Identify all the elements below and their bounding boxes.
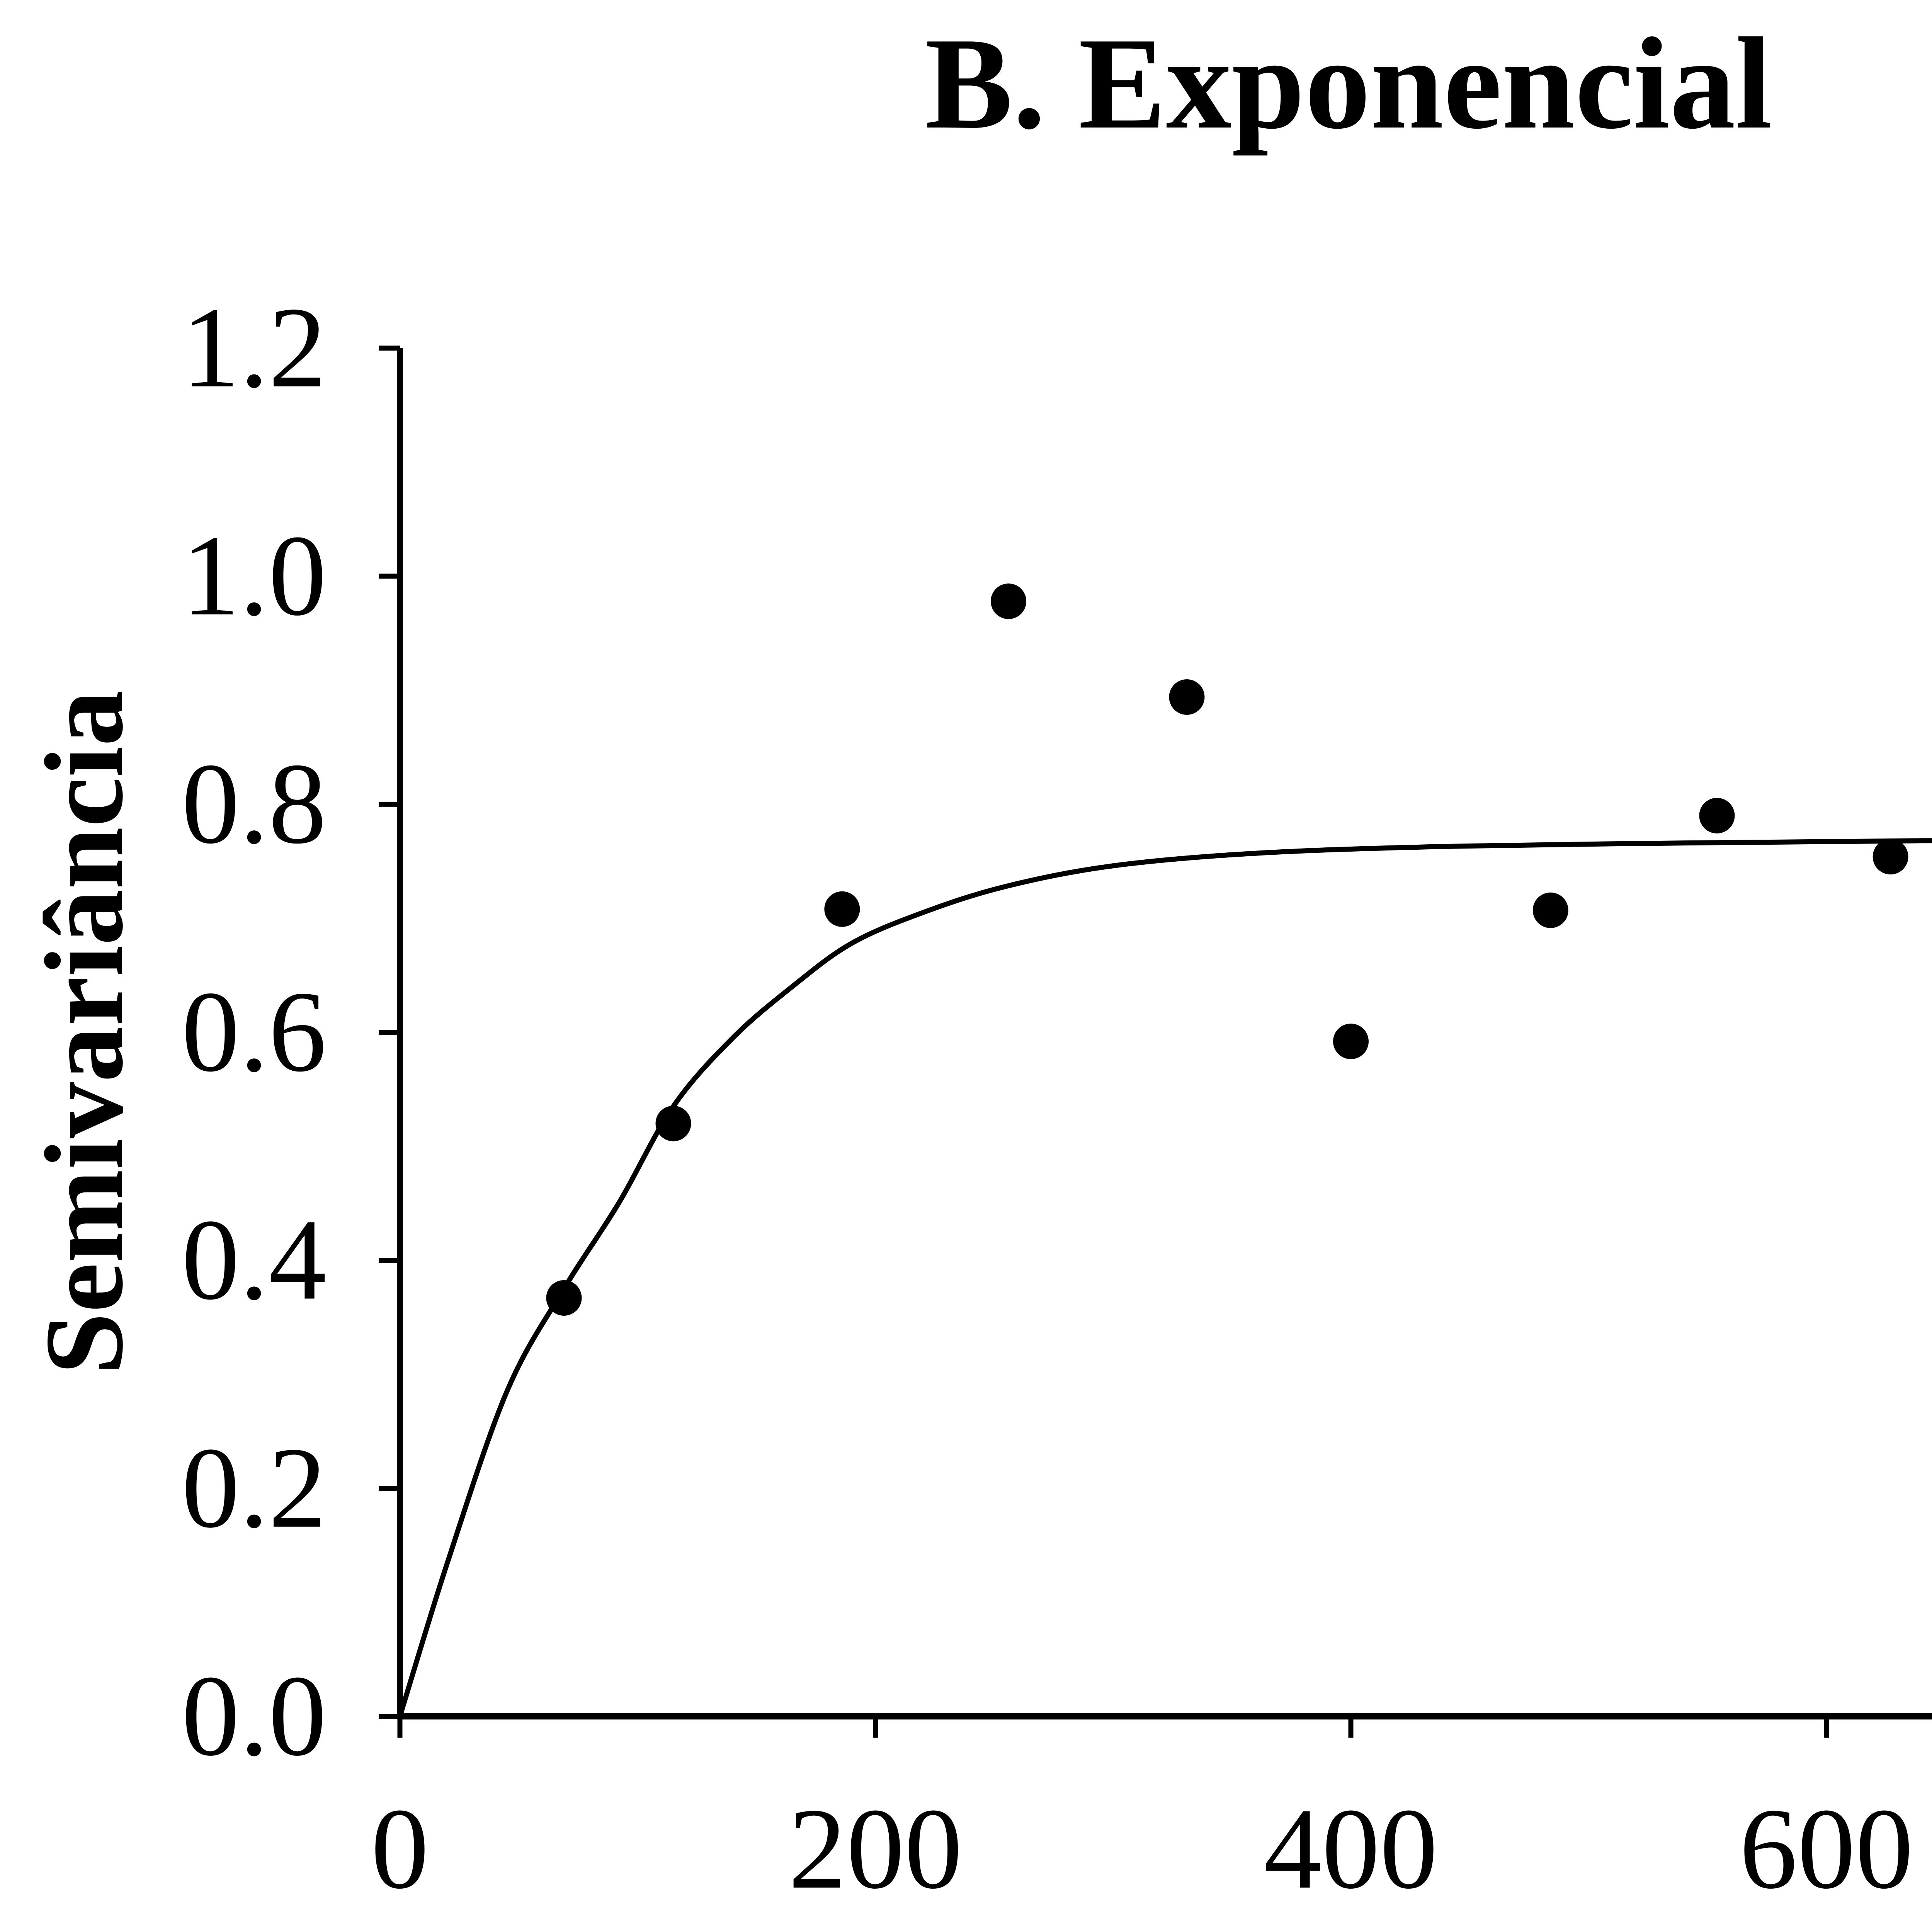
data-point xyxy=(1699,798,1735,833)
data-points xyxy=(546,583,1908,1316)
x-tick-label: 0 xyxy=(371,1784,429,1913)
x-tick-label: 400 xyxy=(1264,1784,1438,1913)
x-tick-label: 600 xyxy=(1740,1784,1913,1913)
y-tick-label: 0.4 xyxy=(182,1196,327,1324)
y-axis-label: Semivariância xyxy=(22,690,146,1375)
y-tick-label: 1.2 xyxy=(182,283,327,412)
data-point xyxy=(655,1105,691,1141)
data-point xyxy=(1169,679,1205,715)
y-tick-label: 0.2 xyxy=(182,1423,327,1552)
axis-ticks xyxy=(379,345,1829,1738)
data-point xyxy=(546,1280,582,1316)
y-tick-label: 0.0 xyxy=(182,1651,327,1780)
x-tick-label: 200 xyxy=(789,1784,963,1913)
fitted-curve xyxy=(397,838,1932,1719)
y-tick-label: 1.0 xyxy=(182,511,327,639)
y-tick-label: 0.8 xyxy=(182,739,327,867)
data-point xyxy=(991,583,1027,619)
y-tick-label: 0.6 xyxy=(182,968,327,1096)
exponential-curve-path xyxy=(397,838,1932,1719)
data-point xyxy=(1333,1024,1369,1060)
chart-title: B. Exponencial xyxy=(925,10,1772,156)
data-point xyxy=(824,891,860,927)
data-point xyxy=(1872,839,1908,875)
axis-tick-labels: 02004006008000.00.20.40.60.81.01.2 xyxy=(182,283,1913,1913)
data-point xyxy=(1532,892,1568,928)
axis-lines xyxy=(397,348,1932,1719)
axes xyxy=(397,348,1932,1719)
